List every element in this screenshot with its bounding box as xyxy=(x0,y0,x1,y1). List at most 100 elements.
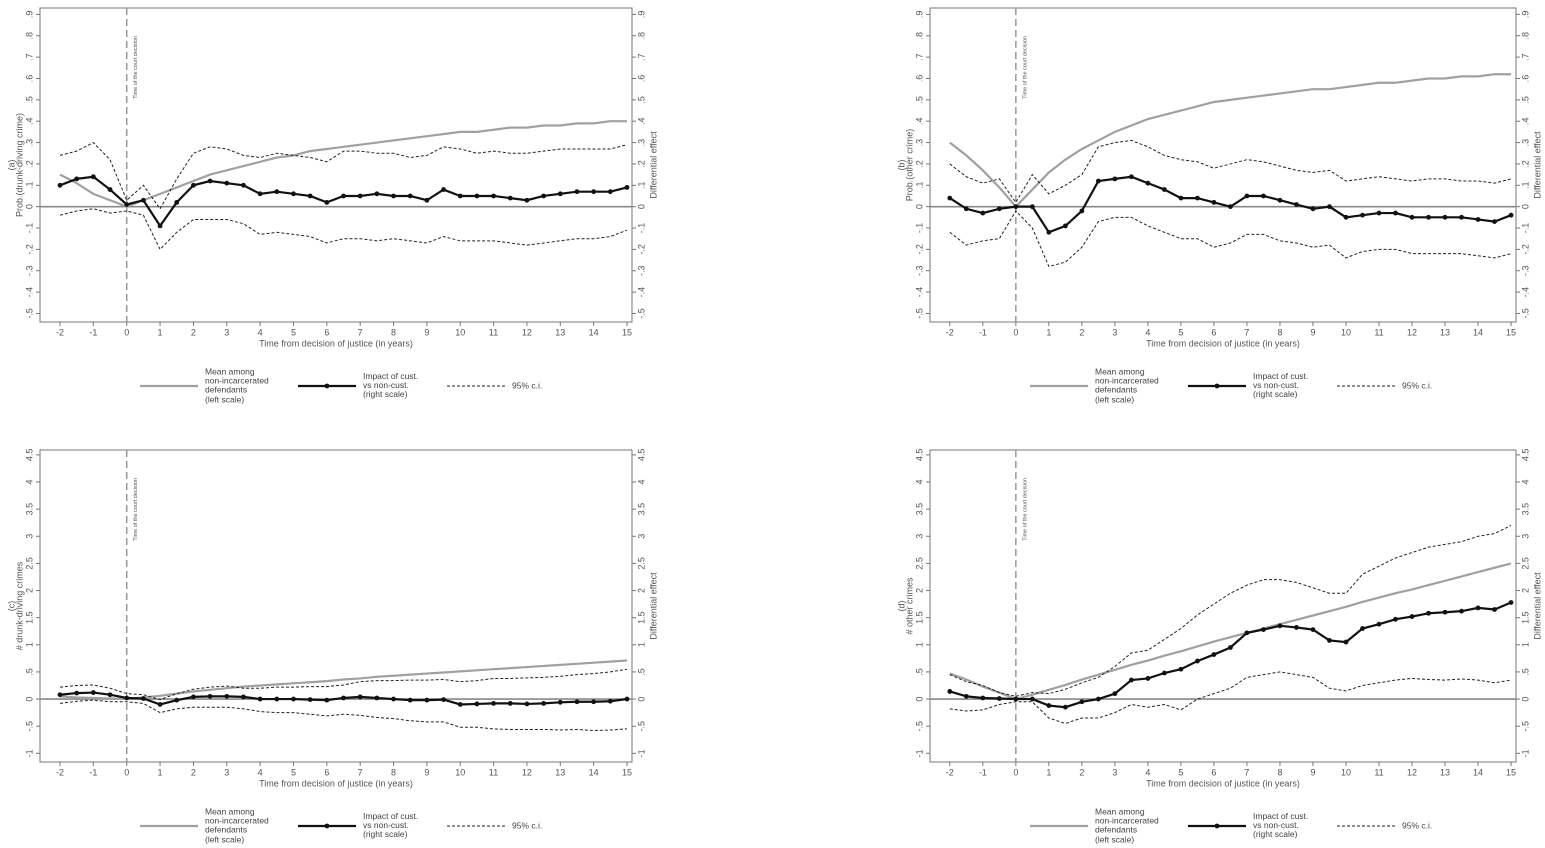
y-tick-label: .7 xyxy=(914,53,924,61)
point xyxy=(1508,600,1514,605)
point xyxy=(1228,204,1233,210)
legend-label: 95% c.i. xyxy=(1402,820,1433,831)
x-tick-label: 10 xyxy=(1341,767,1351,777)
y-tick-label: .2 xyxy=(24,160,34,168)
y2-tick-label: 4.5 xyxy=(1520,449,1530,462)
y2-tick-label: 4 xyxy=(1520,480,1530,485)
point xyxy=(1211,199,1217,205)
series-line xyxy=(59,120,627,208)
y2-tick-label: -.4 xyxy=(636,287,646,298)
point xyxy=(507,195,513,201)
point xyxy=(1095,178,1101,184)
y-tick-label: 4.5 xyxy=(914,449,924,462)
y-tick-label: -.5 xyxy=(24,308,34,319)
point xyxy=(1079,699,1085,705)
y2-tick-label: 3.5 xyxy=(1520,503,1530,516)
y-tick-label: .3 xyxy=(914,139,924,147)
x-tick-label: -1 xyxy=(979,767,987,777)
point xyxy=(1195,195,1200,201)
point xyxy=(407,193,413,199)
x-tick-label: 1 xyxy=(1046,767,1051,777)
legend-marker xyxy=(324,383,330,389)
y2-tick-label: .1 xyxy=(1520,182,1530,190)
point xyxy=(1195,658,1200,664)
point xyxy=(1492,607,1497,612)
panel-label: (a) xyxy=(6,159,16,170)
y-axis-title: # drunk-driving crimes xyxy=(14,561,24,650)
point xyxy=(1409,614,1415,619)
point xyxy=(1327,638,1332,643)
y-tick-label: .5 xyxy=(24,668,34,676)
x-tick-label: 1 xyxy=(1046,327,1051,337)
point xyxy=(1046,229,1052,235)
point xyxy=(1426,610,1431,616)
legend-label: 95% c.i. xyxy=(512,820,543,831)
point xyxy=(357,193,363,199)
point xyxy=(257,696,263,702)
x-tick-label: 9 xyxy=(1310,327,1315,337)
point xyxy=(457,193,463,199)
y-tick-label: .7 xyxy=(24,53,34,61)
y-tick-label: -.4 xyxy=(914,287,924,298)
y-tick-label: 1.5 xyxy=(24,611,34,624)
point xyxy=(307,193,313,199)
x-tick-label: -2 xyxy=(56,767,64,777)
y-tick-label: 4.5 xyxy=(24,449,34,462)
point xyxy=(1442,609,1448,615)
series-line xyxy=(949,562,1512,701)
y-tick-label: 0 xyxy=(24,204,34,209)
series-line xyxy=(949,601,1512,709)
x-tick-label: 6 xyxy=(324,767,329,777)
point xyxy=(57,692,63,698)
y-tick-label: -1 xyxy=(24,749,34,757)
point xyxy=(963,206,969,212)
x-tick-label: 0 xyxy=(124,327,129,337)
x-tick-label: 2 xyxy=(1079,767,1084,777)
point xyxy=(541,700,547,706)
y-tick-label: .1 xyxy=(24,182,34,190)
point xyxy=(1360,212,1365,218)
y-tick-label: 3.5 xyxy=(24,503,34,516)
point xyxy=(374,191,380,197)
legend-label: Impact of cust. vs non-cust. (right scal… xyxy=(363,371,419,400)
point xyxy=(407,697,413,703)
y2-tick-label: -.2 xyxy=(636,244,646,255)
x-tick-label: 0 xyxy=(1013,327,1018,337)
y2-tick-label: -1 xyxy=(636,749,646,757)
point xyxy=(224,693,230,699)
y-tick-label: 3 xyxy=(24,534,34,539)
point xyxy=(1475,217,1481,222)
y-tick-label: -.1 xyxy=(24,223,34,234)
x-axis-title: Time from decision of justice (in years) xyxy=(1146,778,1300,788)
y2-tick-label: -.5 xyxy=(636,308,646,319)
point xyxy=(1029,696,1035,702)
y-axis-title: Prob.(other crime) xyxy=(904,129,914,202)
ci-line xyxy=(59,668,628,701)
y2-tick-label: 0 xyxy=(1520,204,1530,209)
plot-frame xyxy=(39,449,633,763)
point xyxy=(1442,214,1448,220)
y2-tick-label: 1.5 xyxy=(636,611,646,624)
y-tick-label: .5 xyxy=(914,668,924,676)
point xyxy=(1178,666,1184,672)
y2-tick-label: 2.5 xyxy=(1520,557,1530,570)
point xyxy=(624,185,630,190)
x-tick-label: 8 xyxy=(391,327,396,337)
point xyxy=(457,702,463,707)
legend-label: Mean among non-incarcerated defendants (… xyxy=(205,806,269,845)
y2-tick-label: -.1 xyxy=(636,223,646,234)
x-tick-label: 5 xyxy=(291,327,296,337)
point xyxy=(1277,623,1283,629)
y-tick-label: -.3 xyxy=(24,265,34,276)
x-tick-label: 2 xyxy=(191,327,196,337)
x-tick-label: 5 xyxy=(1178,327,1183,337)
point xyxy=(1145,180,1151,186)
point xyxy=(424,197,430,203)
x-axis-title: Time from decision of justice (in years) xyxy=(259,338,413,348)
x-tick-label: 3 xyxy=(224,767,229,777)
ci-line xyxy=(949,210,1512,268)
point xyxy=(74,176,80,182)
point xyxy=(90,174,96,180)
y2-axis-title: Differential effect xyxy=(648,572,658,640)
point xyxy=(124,202,130,207)
